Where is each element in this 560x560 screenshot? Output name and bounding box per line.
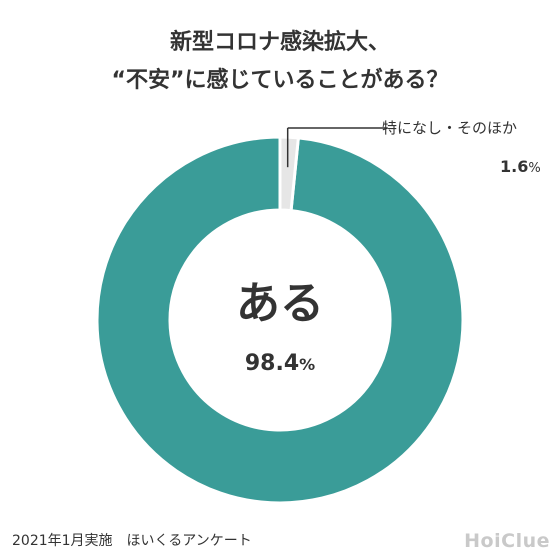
slice-value-minor: 1.6%	[500, 157, 541, 176]
slice-label-minor: 特になし・そのほか	[382, 119, 517, 137]
chart-title-line-2: “不安”に感じていることがある？	[111, 68, 449, 93]
donut-slice-minor	[278, 135, 301, 213]
slice-value-minor-unit: %	[528, 161, 540, 176]
slice-value-main-number: 98.4	[245, 351, 299, 376]
slice-value-minor-number: 1.6	[500, 157, 528, 176]
donut-slices	[95, 135, 465, 505]
chart-title: 新型コロナ感染拡大、 “不安”に感じていることがある？	[0, 24, 560, 100]
chart-title-line-1: 新型コロナ感染拡大、	[169, 30, 390, 55]
slice-label-main: ある	[236, 278, 324, 329]
donut-slice-main	[95, 135, 465, 505]
survey-footnote: 2021年1月実施 ほいくるアンケート	[12, 533, 252, 549]
brand-logo: HoiClue	[464, 530, 550, 552]
slice-value-main: 98.4%	[245, 351, 315, 376]
slice-value-main-unit: %	[299, 355, 315, 374]
